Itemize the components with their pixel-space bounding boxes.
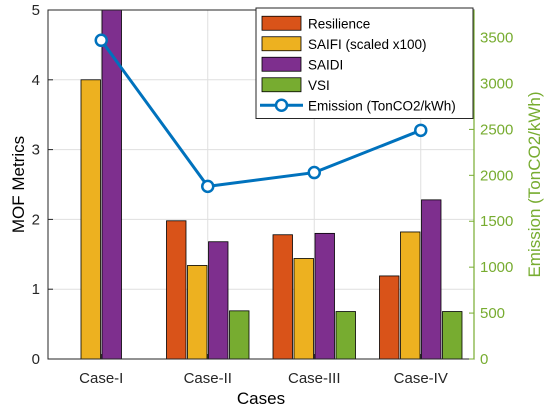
x-axis-title: Cases <box>237 389 285 408</box>
legend-label: VSI <box>308 78 330 93</box>
y2-tick-label: 2000 <box>480 167 513 184</box>
y2-tick-label: 2500 <box>480 121 513 138</box>
y-tick-label: 5 <box>32 2 40 19</box>
bar-vsi <box>229 310 250 359</box>
legend-swatch <box>261 77 302 93</box>
bar-saidi <box>208 241 229 359</box>
y2-tick-label: 1500 <box>480 213 513 230</box>
emission-point <box>414 123 428 138</box>
legend-label: Resilience <box>308 16 370 31</box>
bar-resilience <box>272 234 293 359</box>
x-axis: Case-I Case-II Case-III Case-IV <box>79 354 448 387</box>
legend-label: SAIDI <box>308 57 343 72</box>
bar-resilience <box>379 275 400 359</box>
legend-label: Emission (TonCO2/kWh) <box>308 98 456 113</box>
y-tick-label: 2 <box>32 211 40 228</box>
bar-saidi <box>421 199 442 359</box>
emission-point <box>201 179 215 194</box>
y2-tick-label: 0 <box>480 351 488 368</box>
emission-line-layer <box>94 33 428 194</box>
y-tick-label: 4 <box>32 72 40 89</box>
y2-tick-label: 500 <box>480 305 505 322</box>
y2-tick-label: 1000 <box>480 259 513 276</box>
legend: Resilience SAIFI (scaled x100) SAIDI VSI Emi… <box>255 7 474 119</box>
legend-marker <box>274 98 289 112</box>
bar-saifi <box>293 258 314 359</box>
emission-line <box>100 39 422 188</box>
y2-tick-label: 3000 <box>480 75 513 92</box>
bar-vsi <box>335 311 356 359</box>
y-tick-label: 0 <box>32 351 40 368</box>
x-tick-label: Case-IV <box>394 370 448 387</box>
bars-layer <box>80 10 463 359</box>
left-axis: 0 1 2 3 4 5 <box>32 2 53 368</box>
bar-saifi <box>400 231 421 359</box>
y-tick-label: 3 <box>32 142 40 159</box>
bar-saidi <box>314 232 335 359</box>
y2-axis-title: Emission (TonCO2/kWh) <box>525 91 544 277</box>
legend-swatch <box>261 36 302 52</box>
x-tick-label: Case-I <box>79 370 123 387</box>
bar-saifi <box>80 79 101 359</box>
bar-resilience <box>166 220 187 359</box>
emission-point <box>307 165 321 180</box>
legend-swatch <box>261 15 302 31</box>
bar-vsi <box>442 311 463 359</box>
emission-point <box>94 33 108 48</box>
y2-tick-label: 3500 <box>480 30 513 47</box>
x-tick-label: Case-II <box>184 370 232 387</box>
right-axis: 0 500 1000 1500 2000 2500 3000 3500 <box>469 10 513 368</box>
legend-label: SAIFI (scaled x100) <box>308 37 427 52</box>
y-axis-title: MOF Metrics <box>9 136 28 233</box>
x-tick-label: Case-III <box>288 370 341 387</box>
y-tick-label: 1 <box>32 281 40 298</box>
bar-saifi <box>187 265 208 359</box>
legend-swatch <box>261 56 302 72</box>
